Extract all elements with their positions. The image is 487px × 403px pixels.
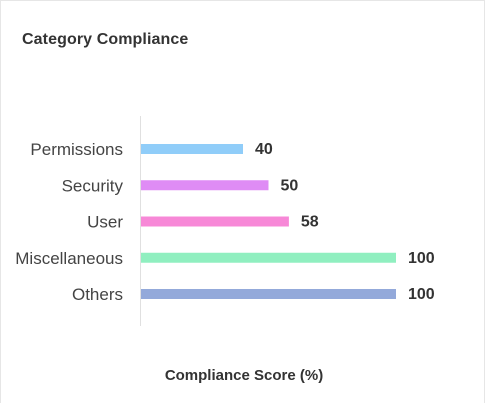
category-labels-group: Permissions Security User Miscellaneous Othe… bbox=[15, 140, 123, 304]
value-label-permissions: 40 bbox=[255, 141, 273, 158]
bar-miscellaneous bbox=[141, 252, 396, 263]
value-label-security: 50 bbox=[281, 177, 299, 194]
x-axis-title: Compliance Score (%) bbox=[165, 367, 323, 384]
value-label-miscellaneous: 100 bbox=[408, 250, 435, 267]
bar-security bbox=[141, 180, 269, 191]
value-label-user: 58 bbox=[301, 214, 319, 231]
card-title: Category Compliance bbox=[22, 31, 189, 48]
value-label-others: 100 bbox=[408, 286, 435, 303]
category-label-miscellaneous: Miscellaneous bbox=[15, 249, 123, 268]
bars-group bbox=[141, 144, 396, 299]
bar-others bbox=[141, 289, 396, 299]
bar-user bbox=[141, 216, 289, 227]
category-label-user: User bbox=[87, 213, 123, 232]
category-label-permissions: Permissions bbox=[30, 140, 123, 159]
category-label-others: Others bbox=[72, 285, 123, 304]
category-label-security: Security bbox=[62, 176, 124, 195]
bar-permissions bbox=[141, 144, 243, 154]
value-labels-group: 40 50 58 100 100 bbox=[255, 141, 435, 303]
